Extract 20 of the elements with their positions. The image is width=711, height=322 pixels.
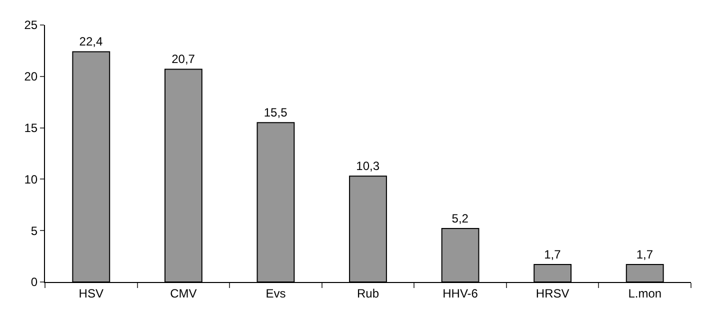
y-tick-label: 10 bbox=[24, 172, 38, 186]
data-label: 20,7 bbox=[172, 52, 196, 66]
y-tick-label: 20 bbox=[24, 70, 38, 84]
data-label: 10,3 bbox=[356, 159, 380, 174]
x-tick-label: Rub bbox=[356, 286, 380, 300]
data-label: 15,5 bbox=[264, 106, 288, 120]
y-tick-label: 0 bbox=[30, 275, 38, 290]
data-label: 1,7 bbox=[636, 248, 654, 262]
x-tick-label: HHV-6 bbox=[442, 286, 478, 300]
y-tick-label: 5 bbox=[30, 224, 38, 238]
x-tick-label: Evs bbox=[266, 286, 286, 300]
data-label: 5,2 bbox=[452, 212, 469, 226]
data-label: 22,4 bbox=[79, 34, 103, 49]
x-tick-label: CMV bbox=[170, 286, 197, 300]
data-label: 1,7 bbox=[544, 248, 562, 262]
x-tick-label: HRSV bbox=[536, 286, 570, 300]
y-tick-label: 25 bbox=[24, 18, 38, 32]
x-tick-label: L.mon bbox=[628, 286, 662, 300]
y-tick-label: 15 bbox=[24, 121, 38, 135]
x-tick-label: HSV bbox=[78, 286, 104, 300]
